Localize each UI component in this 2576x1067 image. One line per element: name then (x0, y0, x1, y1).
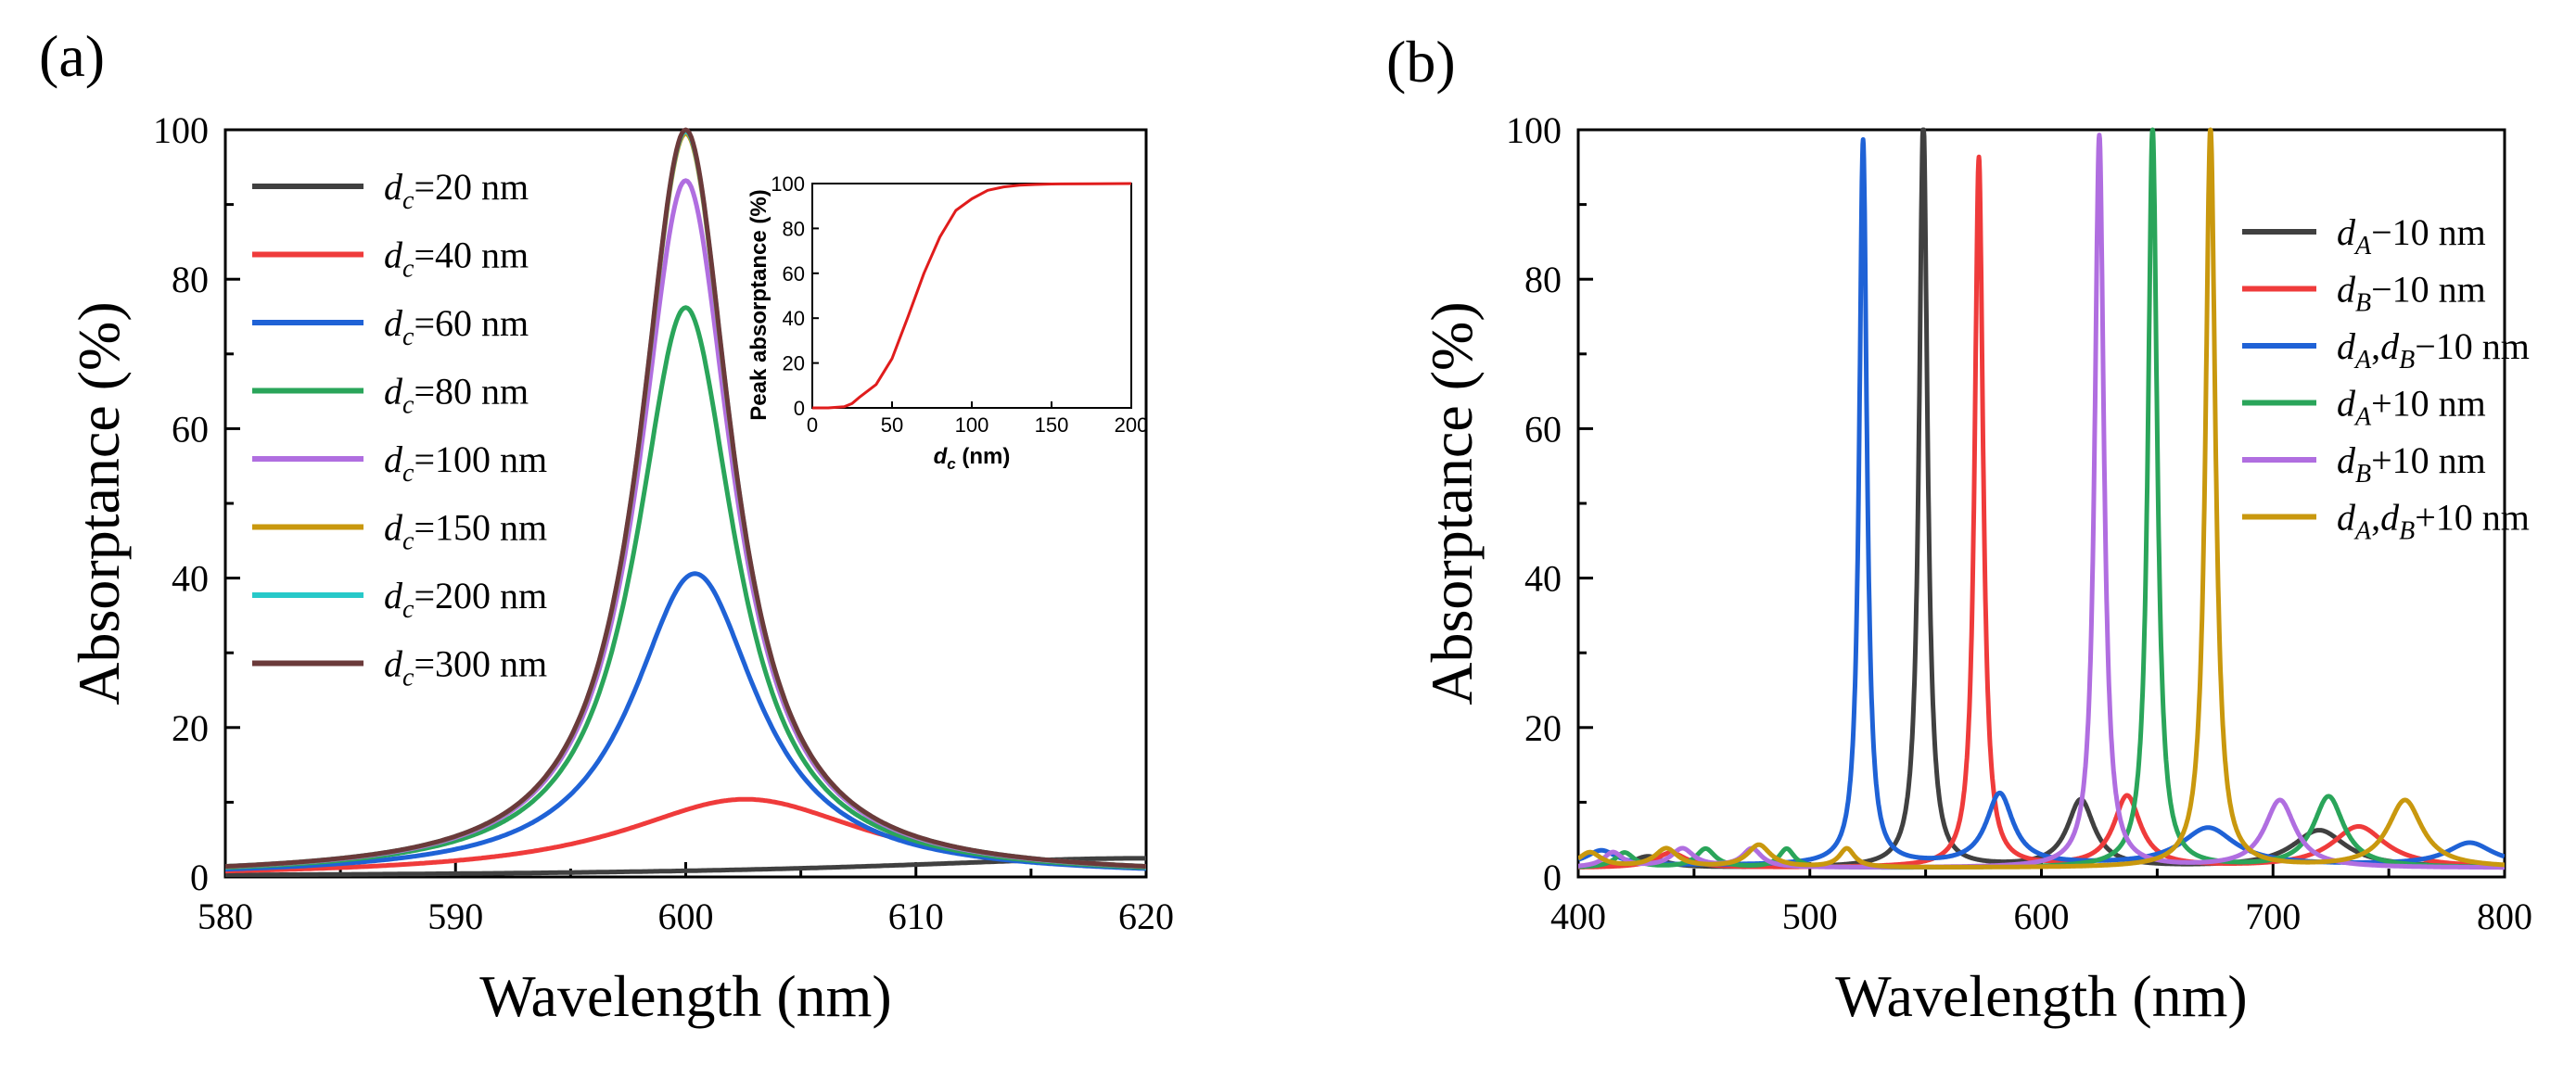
inset-y-tick-label: 40 (783, 307, 805, 330)
panel-a-series-line (225, 856, 1146, 877)
panel-a-y-tick-label: 100 (153, 109, 209, 151)
panel-b-x-tick-label: 600 (2014, 896, 2070, 937)
panel-a: (a)580 590 600 610 620020406080100Wavelength… (39, 23, 1174, 1029)
panel-a-legend-label: dc=60 nm (384, 302, 529, 351)
panel-b-legend-label: dA,dB−10 nm (2337, 325, 2530, 375)
panel-a-legend-label: dc=150 nm (384, 507, 547, 556)
inset-series-line (812, 182, 1132, 410)
panel-b-x-tick-label: 700 (2245, 896, 2301, 937)
inset-x-tick-label: 200 (1115, 413, 1149, 437)
panel-a-legend-label: dc=100 nm (384, 438, 547, 488)
panel-a-series-group (225, 127, 1146, 877)
inset-y-tick-label: 0 (794, 397, 805, 420)
panel-b: (b) 400 500 600 700 800 0 20 40 60 80 100 Wavelength… (1386, 29, 2532, 1029)
inset-y-tick-label: 60 (783, 262, 805, 286)
panel-a-y-tick-label: 40 (172, 558, 209, 600)
inset-frame (811, 183, 1132, 409)
inset-x-tick-label: 100 (955, 413, 989, 437)
panel-a-legend-label: dc=40 nm (384, 235, 529, 284)
panel-b-legend-label: dA−10 nm (2337, 211, 2486, 260)
panel-b-x-tick-label: 400 (1550, 896, 1606, 937)
inset-y-tick-label: 80 (783, 217, 805, 240)
panel-a-legend-label: dc=300 nm (384, 643, 547, 692)
panel-b-y-tick-label: 60 (1524, 408, 1562, 450)
panel-b-legend-label: dB+10 nm (2337, 439, 2486, 489)
panel-a-legend-label: dc=20 nm (384, 166, 529, 215)
panel-b-series-line (1578, 127, 2505, 870)
panel-a-y-tick-label: 0 (190, 857, 209, 898)
panel-b-y-tick-label: 0 (1543, 857, 1562, 898)
panel-a-y-tick-label: 60 (172, 408, 209, 450)
panel-b-x-axis-label: Wavelength (nm) (1835, 963, 2247, 1029)
panel-a-label: (a) (39, 23, 105, 89)
panel-a-x-tick-label: 580 (198, 896, 253, 937)
panel-a-legend-label: dc=80 nm (384, 371, 529, 420)
panel-a-x-tick-label: 600 (658, 896, 714, 937)
inset-x-tick-label: 50 (881, 413, 903, 437)
panel-a-y-tick-label: 20 (172, 707, 209, 749)
panel-b-legend-label: dA+10 nm (2337, 383, 2486, 432)
inset-y-tick-label: 100 (771, 172, 805, 196)
panel-b-y-tick-label: 20 (1524, 707, 1562, 749)
panel-b-y-tick-label: 80 (1524, 259, 1562, 300)
panel-b-label: (b) (1386, 29, 1456, 95)
panel-a-x-tick-label: 620 (1118, 896, 1174, 937)
inset-x-tick-label: 150 (1035, 413, 1069, 437)
inset-x-axis-label: dc (nm) (934, 444, 1011, 473)
panel-a-series-line (225, 127, 1146, 870)
panel-b-series-line (1578, 154, 2505, 870)
panel-a-series-line (225, 571, 1146, 872)
panel-a-y-axis-label: Absorptance (%) (66, 301, 132, 705)
panel-b-series-group (1578, 127, 2505, 870)
panel-a-x-tick-label: 610 (888, 896, 944, 937)
panel-b-y-axis-label: Absorptance (%) (1419, 301, 1485, 705)
panel-b-legend-label: dA,dB+10 nm (2337, 497, 2530, 546)
panel-b-y-tick-label: 40 (1524, 558, 1562, 600)
panel-b-x-tick-label: 800 (2477, 896, 2532, 937)
panel-a-y-tick-label: 80 (172, 259, 209, 300)
panel-a-legend-label: dc=200 nm (384, 575, 547, 624)
inset-y-axis-label: Peak absorptance (%) (746, 189, 772, 420)
panel-b-y-tick-label: 100 (1506, 109, 1562, 151)
panel-b-legend-label: dB−10 nm (2337, 269, 2486, 318)
panel-a-x-axis-label: Wavelength (nm) (479, 963, 891, 1029)
panel-a-x-tick-label: 590 (427, 896, 483, 937)
inset-y-tick-label: 20 (783, 352, 805, 375)
panel-b-x-tick-label: 500 (1782, 896, 1838, 937)
inset-x-tick-label: 0 (807, 413, 818, 437)
